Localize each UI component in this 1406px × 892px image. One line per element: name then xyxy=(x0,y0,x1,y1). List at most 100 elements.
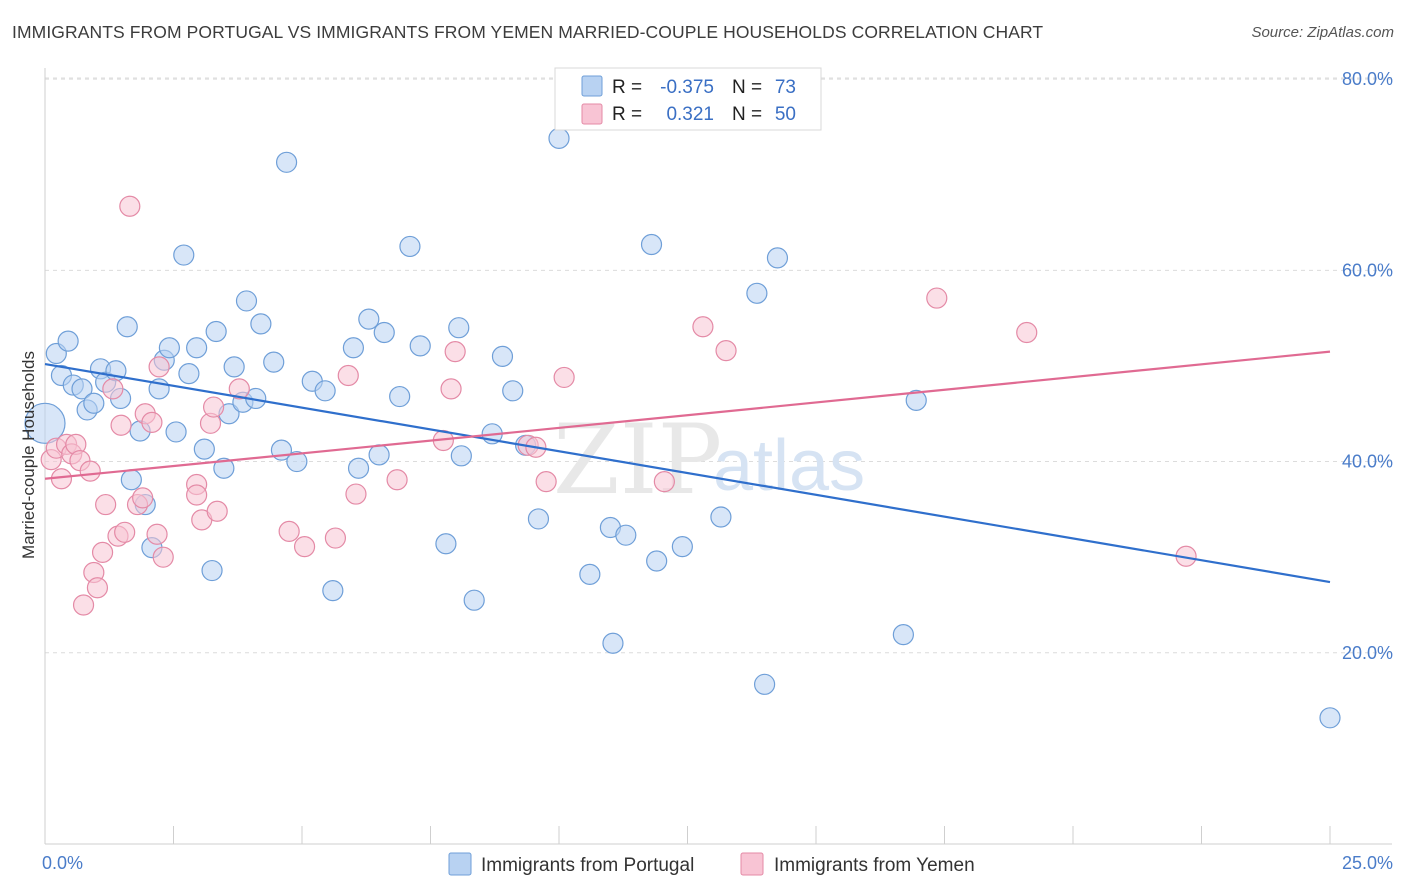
point-yemen xyxy=(926,287,948,309)
point-portugal xyxy=(389,385,411,408)
point-portugal xyxy=(24,402,66,444)
point-yemen xyxy=(553,366,575,389)
point-portugal xyxy=(892,624,914,646)
point-yemen xyxy=(278,520,300,542)
point-portugal xyxy=(671,536,693,558)
point-portugal xyxy=(766,247,789,269)
correlation-legend: R = -0.375 N = 73 R = 0.321 N = 50 xyxy=(554,67,822,131)
legend-label-yemen: Immigrants from Yemen xyxy=(774,855,975,876)
point-yemen xyxy=(715,340,737,362)
legend-swatch-yemen xyxy=(581,103,603,125)
point-portugal xyxy=(646,550,668,572)
point-yemen xyxy=(206,500,228,522)
point-portugal xyxy=(173,244,195,266)
x-tick-label: 25.0% xyxy=(1342,853,1393,873)
point-portugal xyxy=(640,233,663,256)
legend-swatch-portugal-bottom xyxy=(448,852,472,876)
legend-n-label-yemen: N = xyxy=(732,104,762,125)
point-portugal xyxy=(223,356,245,378)
point-yemen xyxy=(119,195,141,217)
point-portugal xyxy=(322,580,344,602)
point-portugal xyxy=(373,321,395,344)
legend-swatch-portugal xyxy=(581,75,603,97)
point-portugal xyxy=(409,335,431,357)
point-portugal xyxy=(347,457,370,479)
trend-lines xyxy=(44,350,1331,584)
series-yemen-points xyxy=(40,195,1197,616)
point-portugal xyxy=(213,457,235,479)
point-portugal xyxy=(250,313,272,335)
watermark-zip: ZIP xyxy=(553,404,722,516)
point-portugal xyxy=(286,450,308,473)
legend-r-value-portugal: -0.375 xyxy=(660,77,714,98)
tick-labels: 20.0% 40.0% 60.0% 80.0% 0.0% 25.0% xyxy=(42,69,1393,873)
point-portugal xyxy=(753,673,776,695)
point-yemen xyxy=(293,536,316,558)
point-portugal xyxy=(275,151,298,173)
legend-r-label-portugal: R = xyxy=(612,77,642,98)
series-portugal-points xyxy=(24,127,1341,729)
point-portugal xyxy=(548,127,570,149)
point-yemen xyxy=(146,523,168,545)
point-portugal xyxy=(435,533,457,555)
y-tick-label: 20.0% xyxy=(1342,643,1393,663)
point-portugal xyxy=(201,559,223,582)
point-yemen xyxy=(132,487,154,509)
y-tick-label: 60.0% xyxy=(1342,260,1393,280)
point-yemen xyxy=(110,414,132,436)
point-portugal xyxy=(602,632,624,654)
point-portugal xyxy=(342,337,364,359)
point-portugal xyxy=(358,308,380,330)
point-yemen xyxy=(202,396,225,418)
point-portugal xyxy=(71,378,93,400)
point-portugal xyxy=(448,317,470,339)
point-portugal xyxy=(205,320,227,343)
point-yemen xyxy=(1016,321,1038,344)
point-yemen xyxy=(95,493,117,516)
point-portugal xyxy=(905,389,927,411)
point-portugal xyxy=(165,421,187,443)
source-label: Source: ZipAtlas.com xyxy=(1251,24,1394,41)
point-portugal xyxy=(1319,707,1341,729)
legend-r-label-yemen: R = xyxy=(612,104,642,125)
y-axis-title: Married-couple Households xyxy=(19,351,38,559)
point-portugal xyxy=(57,330,79,352)
trend-line-yemen xyxy=(44,350,1331,480)
x-tick-label: 0.0% xyxy=(42,853,83,873)
point-portugal xyxy=(527,508,550,530)
point-portugal xyxy=(710,506,732,528)
point-yemen xyxy=(692,316,714,338)
point-yemen xyxy=(324,527,347,549)
legend-n-label-portugal: N = xyxy=(732,77,762,98)
trend-line-portugal xyxy=(44,362,1331,584)
legend-n-value-yemen: 50 xyxy=(775,104,796,125)
point-portugal xyxy=(314,380,336,402)
point-yemen xyxy=(114,521,136,543)
point-portugal xyxy=(193,438,215,460)
point-portugal xyxy=(158,337,180,359)
point-portugal xyxy=(235,290,258,312)
point-yemen xyxy=(228,378,250,400)
series-legend: Immigrants from Portugal Immigrants from… xyxy=(448,852,975,876)
point-yemen xyxy=(386,469,408,491)
point-portugal xyxy=(186,337,208,359)
point-portugal xyxy=(502,380,524,402)
point-yemen xyxy=(345,483,367,505)
point-portugal xyxy=(83,392,105,414)
point-yemen xyxy=(91,541,114,563)
legend-n-value-portugal: 73 xyxy=(775,77,796,98)
point-portugal xyxy=(450,445,472,467)
point-portugal xyxy=(463,589,485,611)
point-yemen xyxy=(141,411,163,433)
point-portugal xyxy=(116,316,138,338)
point-yemen xyxy=(102,378,124,400)
point-yemen xyxy=(653,471,675,493)
point-yemen xyxy=(72,594,95,616)
point-yemen xyxy=(79,460,101,482)
watermark: ZIP atlas xyxy=(553,404,865,516)
watermark-atlas: atlas xyxy=(713,426,865,506)
point-portugal xyxy=(746,282,768,304)
point-yemen xyxy=(440,378,462,400)
point-portugal xyxy=(399,235,421,258)
